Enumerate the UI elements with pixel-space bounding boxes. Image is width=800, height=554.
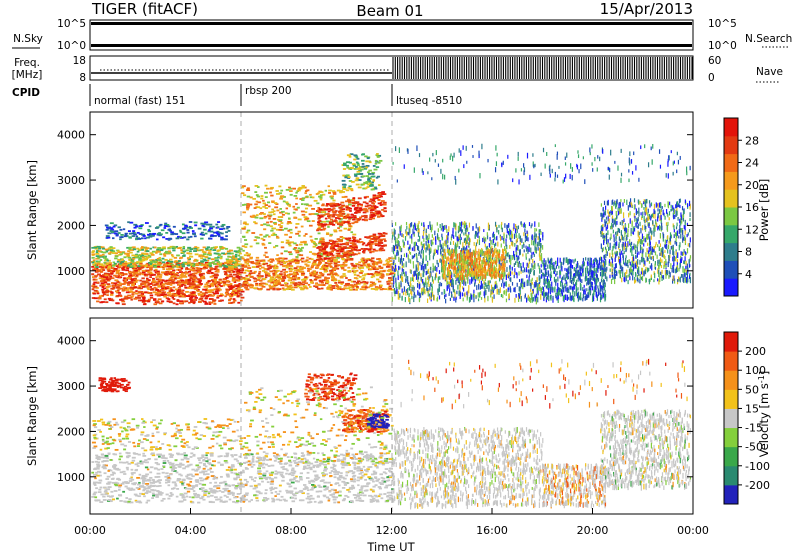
radar-title: TIGER (fitACF) xyxy=(91,0,198,18)
freq-strip: Freq. [MHz] 18 8 60 0 Nave xyxy=(12,55,783,84)
colorbar-swatch xyxy=(724,465,738,486)
colorbar-swatch xyxy=(724,332,738,352)
x-tick-label: 00:00 xyxy=(677,524,709,537)
x-tick-label: 04:00 xyxy=(175,524,207,537)
velocity-colorbar: Velocity [m s-1] 200 100 50 15 -15 -50 -100 -20… xyxy=(723,331,772,505)
colorbar-swatch xyxy=(724,118,738,137)
colorbar-tick-label: 50 xyxy=(745,383,759,396)
colorbar-tick-label: 28 xyxy=(745,134,759,147)
nsearch-trace xyxy=(91,44,692,47)
x-tick-label: 20:00 xyxy=(577,524,609,537)
colorbar-swatch xyxy=(724,242,738,261)
power-colorbar-label: Power [dB] xyxy=(757,179,771,242)
power-echo-layer xyxy=(91,143,692,306)
nave-label: Nave xyxy=(756,66,783,78)
x-tick-label: 16:00 xyxy=(476,524,508,537)
colorbar-tick-label: 16 xyxy=(745,201,759,214)
y-tick-label: 4000 xyxy=(57,129,85,142)
nsky-tick-top: 10^5 xyxy=(57,18,86,30)
power-y-ticks: 1000 2000 3000 4000 xyxy=(57,129,693,278)
colorbar-swatch xyxy=(724,427,738,448)
colorbar-tick-label: 12 xyxy=(745,223,759,236)
x-tick-label: 12:00 xyxy=(376,524,408,537)
colorbar-swatch xyxy=(724,484,738,505)
nsearch-label: N.Search xyxy=(745,33,792,45)
velocity-panel: 1000 2000 3000 4000 00:00 04:00 08:00 12:00 16:… xyxy=(25,317,709,554)
y-tick-label: 1000 xyxy=(57,265,85,278)
nsearch-tick-bottom: 10^0 xyxy=(708,40,737,52)
colorbar-tick-label: -15 xyxy=(745,422,763,435)
colorbar-swatch xyxy=(724,389,738,409)
colorbar-tick-label: 20 xyxy=(745,179,759,192)
date-title: 15/Apr/2013 xyxy=(600,0,693,18)
power-ylabel: Slant Range [km] xyxy=(25,160,39,260)
cpid-segment-1: normal (fast) 151 xyxy=(94,95,185,107)
y-tick-label: 2000 xyxy=(57,219,85,232)
power-panel: 1000 2000 3000 4000 Slant Range [km] xyxy=(25,111,694,309)
colorbar-swatch xyxy=(724,171,738,190)
colorbar-tick-label: -200 xyxy=(745,479,770,492)
nsky-label: N.Sky xyxy=(13,33,43,45)
colorbar-swatch xyxy=(724,446,738,467)
freq-tick-top: 18 xyxy=(73,55,86,67)
cpid-segment-3: ltuseq -8510 xyxy=(396,95,462,107)
velocity-ylabel: Slant Range [km] xyxy=(25,366,39,466)
freq-unit: [MHz] xyxy=(12,69,43,81)
colorbar-swatch xyxy=(724,135,738,155)
freq-tick-bottom: 8 xyxy=(79,72,86,84)
colorbar-swatch xyxy=(724,278,738,297)
colorbar-tick-label: 100 xyxy=(745,364,766,377)
colorbar-tick-label: -50 xyxy=(745,441,763,454)
x-tick-label: 08:00 xyxy=(275,524,307,537)
y-tick-label: 1000 xyxy=(57,471,85,484)
y-tick-label: 4000 xyxy=(57,335,85,348)
y-tick-label: 3000 xyxy=(57,380,85,393)
colorbar-swatch xyxy=(724,370,738,390)
beam-title: Beam 01 xyxy=(356,2,423,20)
x-tick-label: 00:00 xyxy=(74,524,106,537)
nsky-strip: N.Sky 10^5 10^0 10^5 10^0 N.Search xyxy=(12,18,792,52)
cpid-label: CPID xyxy=(12,87,40,99)
velocity-x-ticks: 00:00 04:00 08:00 12:00 16:00 20:00 00:00 xyxy=(74,508,709,537)
colorbar-tick-label: 200 xyxy=(745,345,766,358)
velocity-xlabel: Time UT xyxy=(366,540,415,554)
y-tick-label: 3000 xyxy=(57,174,85,187)
colorbar-tick-label: 8 xyxy=(745,246,752,259)
power-colorbar: Power [dB] 4 8 12 16 20 24 28 xyxy=(723,117,771,297)
colorbar-swatch xyxy=(724,260,738,279)
velocity-colorbar-label: Velocity [m s-1] xyxy=(757,371,772,458)
freq-switching-band xyxy=(392,57,693,79)
nsearch-tick-top: 10^5 xyxy=(708,18,737,30)
cpid-segment-2: rbsp 200 xyxy=(245,85,292,97)
colorbar-swatch xyxy=(724,351,738,371)
colorbar-swatch xyxy=(724,224,738,244)
velocity-echo-layer xyxy=(91,358,691,510)
colorbar-tick-label: -100 xyxy=(745,460,770,473)
freq-label: Freq. xyxy=(14,57,40,69)
nave-tick-top: 60 xyxy=(708,55,721,67)
colorbar-tick-label: 24 xyxy=(745,157,759,170)
y-tick-label: 2000 xyxy=(57,425,85,438)
nsky-tick-bottom: 10^0 xyxy=(57,40,86,52)
colorbar-swatch xyxy=(724,207,738,226)
colorbar-swatch xyxy=(724,153,738,172)
colorbar-tick-label: 4 xyxy=(745,268,752,281)
velocity-y-ticks: 1000 2000 3000 4000 xyxy=(57,335,693,484)
colorbar-swatch xyxy=(724,408,738,429)
colorbar-tick-label: 15 xyxy=(745,402,759,415)
cpid-row: CPID normal (fast) 151 rbsp 200 ltuseq -… xyxy=(12,84,462,107)
nave-tick-bottom: 0 xyxy=(708,72,715,84)
nsky-trace xyxy=(91,22,692,25)
colorbar-swatch xyxy=(724,189,738,208)
